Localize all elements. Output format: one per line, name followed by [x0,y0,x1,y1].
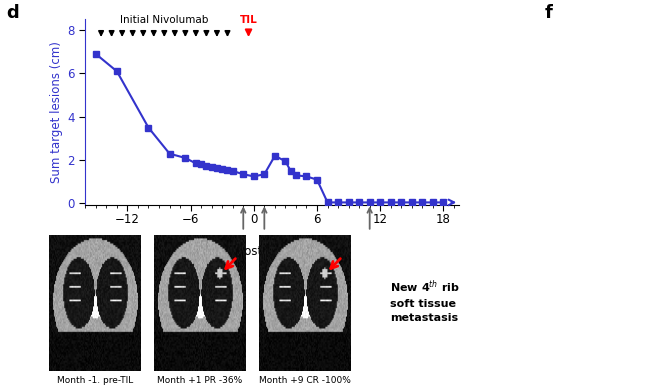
Text: Month +9 CR -100%: Month +9 CR -100% [259,376,351,385]
Y-axis label: Sum target lesions (cm): Sum target lesions (cm) [51,41,63,183]
Text: Initial Nivolumab: Initial Nivolumab [120,15,209,25]
Text: f: f [544,4,552,22]
Text: New 4$^{th}$ rib
soft tissue
metastasis: New 4$^{th}$ rib soft tissue metastasis [390,279,460,323]
X-axis label: Time post-TIL (months): Time post-TIL (months) [204,245,340,258]
Text: TIL: TIL [239,15,257,25]
Text: Month +1 PR -36%: Month +1 PR -36% [157,376,243,385]
Text: Month -1. pre-TIL: Month -1. pre-TIL [57,376,133,385]
Text: d: d [7,4,19,22]
